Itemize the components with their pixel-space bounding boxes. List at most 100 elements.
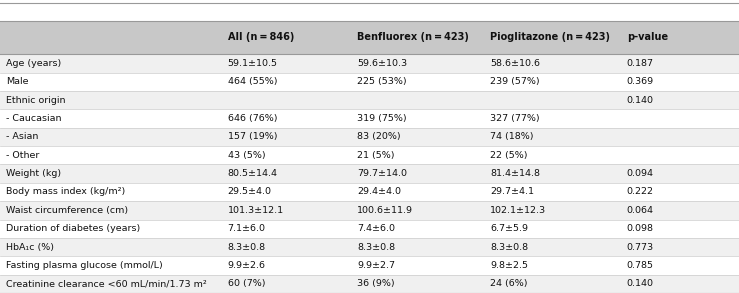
Text: 464 (55%): 464 (55%)	[228, 77, 277, 86]
Bar	[222, 256, 351, 275]
Text: Ethnic origin: Ethnic origin	[6, 96, 66, 105]
Bar	[351, 164, 484, 183]
Bar	[222, 128, 351, 146]
Bar	[484, 183, 621, 201]
Text: 9.8±2.5: 9.8±2.5	[490, 261, 528, 270]
Bar	[0, 21, 222, 54]
Bar	[0, 109, 222, 128]
Bar	[0, 183, 222, 201]
Bar	[222, 164, 351, 183]
Bar	[222, 73, 351, 91]
Text: 0.140: 0.140	[627, 96, 654, 105]
Bar	[351, 238, 484, 256]
Text: 80.5±14.4: 80.5±14.4	[228, 169, 278, 178]
Bar	[621, 183, 739, 201]
Text: All (n = 846): All (n = 846)	[228, 32, 294, 42]
Text: 9.9±2.6: 9.9±2.6	[228, 261, 265, 270]
Bar	[621, 275, 739, 293]
Text: Male: Male	[6, 77, 28, 86]
Text: 0.773: 0.773	[627, 243, 654, 252]
Text: 8.3±0.8: 8.3±0.8	[490, 243, 528, 252]
Text: Body mass index (kg/m²): Body mass index (kg/m²)	[6, 188, 125, 197]
Bar	[621, 128, 739, 146]
Bar	[222, 146, 351, 164]
Text: 319 (75%): 319 (75%)	[357, 114, 406, 123]
Bar	[484, 109, 621, 128]
Bar	[351, 275, 484, 293]
Bar	[351, 54, 484, 73]
Text: HbA₁c (%): HbA₁c (%)	[6, 243, 54, 252]
Text: 327 (77%): 327 (77%)	[490, 114, 539, 123]
Text: 0.094: 0.094	[627, 169, 654, 178]
Bar	[222, 219, 351, 238]
Bar	[222, 21, 351, 54]
Bar	[484, 219, 621, 238]
Text: 102.1±12.3: 102.1±12.3	[490, 206, 546, 215]
Text: 157 (19%): 157 (19%)	[228, 132, 277, 141]
Bar	[0, 54, 222, 73]
Text: 83 (20%): 83 (20%)	[357, 132, 401, 141]
Bar	[621, 201, 739, 219]
Bar	[351, 73, 484, 91]
Bar	[0, 91, 222, 109]
Text: Duration of diabetes (years): Duration of diabetes (years)	[6, 224, 140, 233]
Bar	[222, 238, 351, 256]
Bar	[484, 91, 621, 109]
Bar	[222, 183, 351, 201]
Text: 29.5±4.0: 29.5±4.0	[228, 188, 272, 197]
Text: 59.1±10.5: 59.1±10.5	[228, 59, 278, 68]
Bar	[0, 128, 222, 146]
Bar	[0, 0, 739, 21]
Text: 36 (9%): 36 (9%)	[357, 279, 395, 288]
Text: 74 (18%): 74 (18%)	[490, 132, 534, 141]
Text: 0.187: 0.187	[627, 59, 654, 68]
Bar	[484, 164, 621, 183]
Text: Waist circumference (cm): Waist circumference (cm)	[6, 206, 128, 215]
Bar	[351, 201, 484, 219]
Bar	[222, 275, 351, 293]
Bar	[351, 256, 484, 275]
Bar	[484, 275, 621, 293]
Bar	[351, 146, 484, 164]
Bar	[0, 238, 222, 256]
Text: 58.6±10.6: 58.6±10.6	[490, 59, 540, 68]
Text: 22 (5%): 22 (5%)	[490, 151, 528, 160]
Bar	[621, 238, 739, 256]
Bar	[222, 54, 351, 73]
Bar	[0, 146, 222, 164]
Text: 29.4±4.0: 29.4±4.0	[357, 188, 401, 197]
Text: 0.098: 0.098	[627, 224, 654, 233]
Text: 7.1±6.0: 7.1±6.0	[228, 224, 265, 233]
Bar	[0, 256, 222, 275]
Bar	[0, 201, 222, 219]
Bar	[621, 219, 739, 238]
Text: Fasting plasma glucose (mmol/L): Fasting plasma glucose (mmol/L)	[6, 261, 163, 270]
Bar	[621, 256, 739, 275]
Bar	[621, 91, 739, 109]
Bar	[621, 21, 739, 54]
Bar	[484, 21, 621, 54]
Text: 0.369: 0.369	[627, 77, 654, 86]
Text: 8.3±0.8: 8.3±0.8	[357, 243, 395, 252]
Text: 0.785: 0.785	[627, 261, 654, 270]
Bar	[484, 73, 621, 91]
Bar	[351, 128, 484, 146]
Bar	[0, 219, 222, 238]
Bar	[222, 109, 351, 128]
Text: - Other: - Other	[6, 151, 39, 160]
Text: 101.3±12.1: 101.3±12.1	[228, 206, 284, 215]
Bar	[621, 109, 739, 128]
Bar	[351, 219, 484, 238]
Text: p-value: p-value	[627, 32, 668, 42]
Text: - Asian: - Asian	[6, 132, 38, 141]
Text: 0.064: 0.064	[627, 206, 654, 215]
Bar	[222, 201, 351, 219]
Bar	[484, 128, 621, 146]
Bar	[0, 164, 222, 183]
Text: Creatinine clearance <60 mL/min/1.73 m²: Creatinine clearance <60 mL/min/1.73 m²	[6, 279, 207, 288]
Text: 6.7±5.9: 6.7±5.9	[490, 224, 528, 233]
Bar	[484, 54, 621, 73]
Text: 7.4±6.0: 7.4±6.0	[357, 224, 395, 233]
Bar	[484, 146, 621, 164]
Bar	[484, 201, 621, 219]
